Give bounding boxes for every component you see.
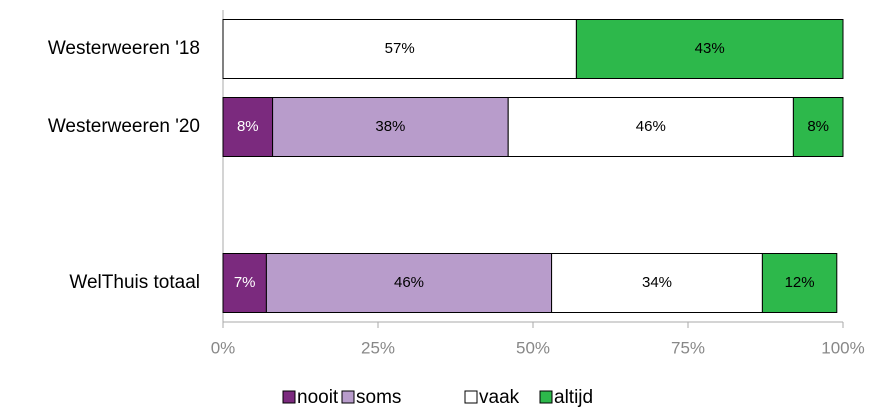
data-label: 43% [695, 40, 725, 57]
x-tick-label: 50% [516, 338, 550, 357]
legend-swatch [464, 390, 478, 404]
bar-segment [265, 253, 553, 313]
bar-segment [792, 97, 844, 157]
bar-segment [551, 253, 763, 313]
bar-segment [575, 19, 844, 79]
data-label: 46% [636, 118, 666, 135]
data-label: 57% [385, 40, 415, 57]
bar-segment [272, 97, 509, 157]
data-label: 12% [785, 274, 815, 291]
y-tick-label: Westerweeren '18 [48, 38, 200, 59]
data-label: 7% [234, 274, 256, 291]
legend-label: nooit [297, 387, 339, 408]
bar-segment [222, 97, 274, 157]
legend-swatch [539, 390, 553, 404]
y-tick-label: WelThuis totaal [69, 272, 200, 293]
y-tick-label: Westerweeren '20 [48, 116, 200, 137]
bar-segment [222, 19, 577, 79]
x-tick-label: 75% [671, 338, 705, 357]
legend-label: vaak [479, 387, 520, 408]
data-label: 46% [394, 274, 424, 291]
bar-segment [761, 253, 838, 313]
data-label: 34% [642, 274, 672, 291]
x-tick-label: 100% [821, 338, 864, 357]
legend-label: soms [356, 387, 401, 408]
data-label: 8% [237, 118, 259, 135]
data-label: 38% [375, 118, 405, 135]
x-tick-label: 0% [211, 338, 236, 357]
legend-label: altijd [554, 387, 593, 408]
bar-segment [507, 97, 794, 157]
x-tick-label: 25% [361, 338, 395, 357]
legend-swatch [282, 390, 296, 404]
legend-swatch [341, 390, 355, 404]
data-label: 8% [807, 118, 829, 135]
